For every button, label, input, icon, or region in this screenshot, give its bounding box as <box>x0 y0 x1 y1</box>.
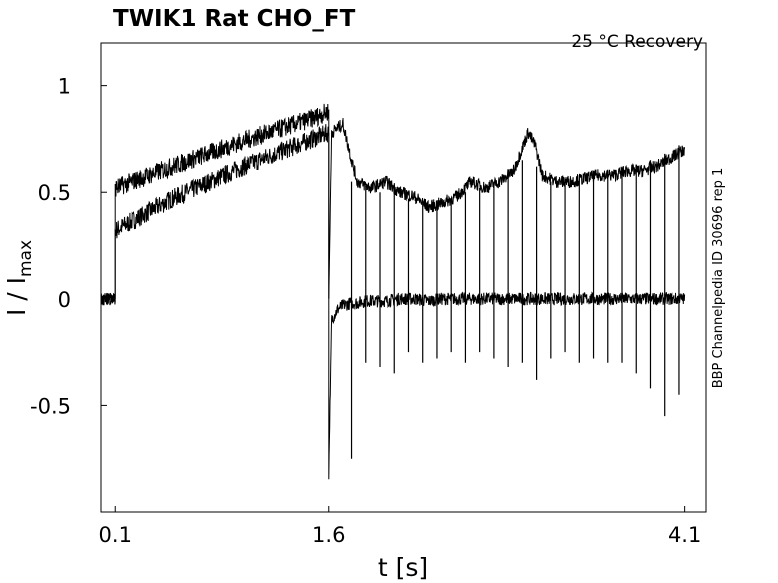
y-tick-label: 1 <box>58 75 71 99</box>
condition-annotation: 25 °C Recovery <box>571 32 703 52</box>
current-traces <box>100 103 686 480</box>
trace-series-1 <box>100 124 686 480</box>
y-axis-label-sub: max <box>16 240 36 277</box>
x-tick-label: 4.1 <box>668 523 701 547</box>
x-axis-label: t [s] <box>378 553 428 582</box>
y-axis-label-main: I / I <box>2 277 31 316</box>
x-tick-label: 1.6 <box>312 523 345 547</box>
trace-series-2 <box>100 103 686 306</box>
axes-box <box>100 42 707 513</box>
pulse-events <box>350 145 680 459</box>
side-id-label: BBP Channelpedia ID 30696 rep 1 <box>711 168 726 389</box>
chart-title: TWIK1 Rat CHO_FT <box>113 6 356 32</box>
y-axis-label: I / Imax <box>2 240 36 316</box>
y-tick-label: 0 <box>58 288 71 312</box>
y-tick-label: 0.5 <box>38 181 71 205</box>
y-ticks: 1 0.5 0 -0.5 <box>30 75 107 418</box>
x-ticks: 0.1 1.6 4.1 <box>99 506 701 547</box>
x-tick-label: 0.1 <box>99 523 132 547</box>
y-tick-label: -0.5 <box>30 394 71 418</box>
